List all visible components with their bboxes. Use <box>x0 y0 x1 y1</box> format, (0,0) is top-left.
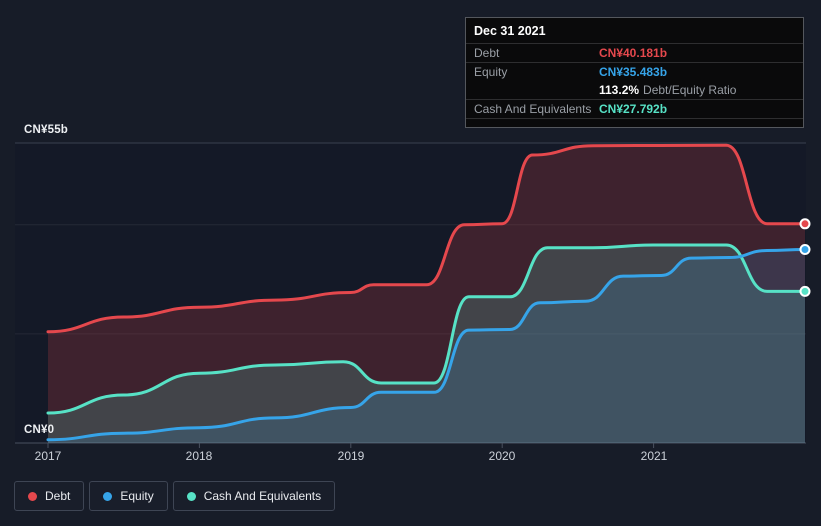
tooltip-ratio-value: 113.2% <box>599 83 640 97</box>
tooltip-equity-label: Equity <box>474 65 508 79</box>
x-axis-label-2020: 2020 <box>488 449 516 463</box>
y-axis-zero-label: CN¥0 <box>24 424 55 436</box>
legend-debt-label: Debt <box>45 489 71 503</box>
cash-end-dot <box>799 285 811 297</box>
tooltip-row-equity: Equity CN¥35.483b <box>466 63 803 81</box>
equity-dot-icon <box>103 491 113 501</box>
chart-legend: Debt Equity Cash And Equivalents <box>14 481 336 511</box>
tooltip-ratio-label: Debt/Equity Ratio <box>643 83 737 97</box>
x-axis-label-2019: 2019 <box>337 449 365 463</box>
debt-dot-icon <box>28 491 37 501</box>
x-axis-label-2017: 2017 <box>34 449 62 463</box>
debt-line <box>46 143 807 334</box>
equity-line <box>46 248 807 442</box>
cash-line <box>46 243 807 415</box>
legend-item-equity[interactable]: Equity <box>89 481 168 511</box>
equity-area <box>48 249 805 443</box>
tooltip-debt-label: Debt <box>474 46 500 60</box>
debt-end-dot <box>799 218 811 230</box>
legend-item-cash[interactable]: Cash And Equivalents <box>172 481 336 511</box>
tooltip-date: Dec 31 2021 <box>466 18 803 44</box>
chart-tooltip: Dec 31 2021 Debt CN¥40.181b Equity CN¥35… <box>465 17 804 128</box>
equity-end-dot <box>799 244 811 255</box>
tooltip-cash-label: Cash And Equivalents <box>474 102 592 116</box>
tooltip-cash-value: CN¥27.792b <box>599 102 668 116</box>
x-axis-label-2018: 2018 <box>185 449 213 463</box>
tooltip-row-debt: Debt CN¥40.181b <box>466 44 803 63</box>
x-axis-label-2021: 2021 <box>640 449 668 463</box>
legend-equity-label: Equity <box>120 489 154 503</box>
tooltip-row-cash: Cash And Equivalents CN¥27.792b <box>466 100 803 119</box>
tooltip-debt-value: CN¥40.181b <box>599 46 668 60</box>
legend-item-debt[interactable]: Debt <box>14 481 85 511</box>
tooltip-row-ratio: 113.2% Debt/Equity Ratio <box>466 81 803 100</box>
tooltip-equity-value: CN¥35.483b <box>599 65 668 79</box>
legend-cash-label: Cash And Equivalents <box>203 489 322 503</box>
cash-dot-icon <box>186 491 196 501</box>
cash-area <box>48 245 805 443</box>
y-axis-max-label: CN¥55b <box>24 124 69 136</box>
